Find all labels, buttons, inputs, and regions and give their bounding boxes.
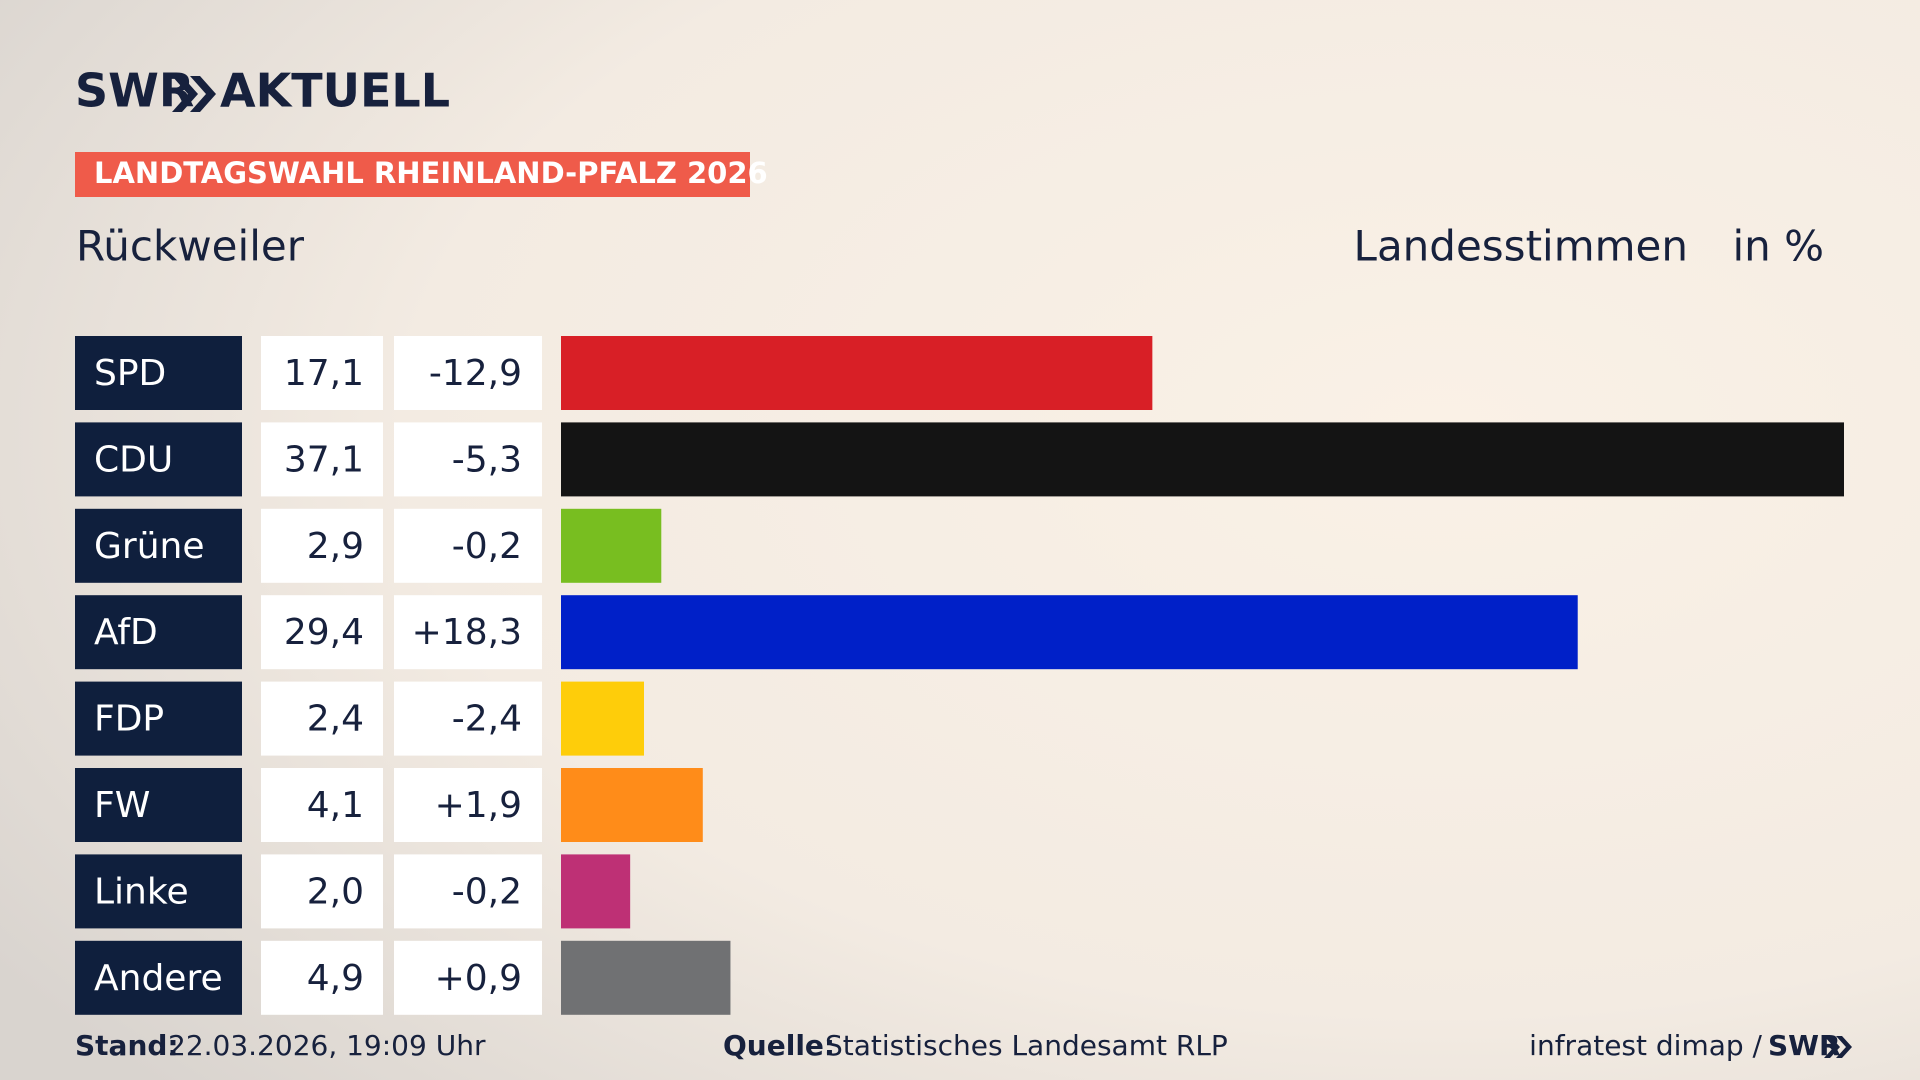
title-banner [75, 152, 750, 197]
party-label: SPD [94, 353, 166, 394]
bar [561, 336, 1153, 410]
change-box [394, 508, 542, 583]
change-label: -0,2 [452, 526, 522, 567]
value-label: 29,4 [284, 612, 364, 653]
change-box [394, 336, 542, 410]
change-label: +18,3 [412, 612, 522, 653]
party-box [75, 768, 242, 842]
party-label: Linke [94, 871, 189, 912]
change-box [394, 681, 542, 756]
change-box [394, 768, 542, 842]
bar [561, 508, 662, 583]
unit: in % [1732, 222, 1824, 271]
change-box [394, 422, 542, 497]
change-box [394, 854, 542, 929]
value-box [261, 595, 383, 670]
brand-chevrons [172, 76, 216, 112]
change-label: +1,9 [435, 785, 522, 826]
bar [561, 854, 631, 929]
measure: Landesstimmen [1354, 222, 1688, 271]
footer-chevrons [1824, 1036, 1852, 1058]
value-box [261, 768, 383, 842]
change-label: -5,3 [452, 439, 522, 480]
value-box [261, 854, 383, 929]
source: Statistisches Landesamt RLP [825, 1029, 1228, 1062]
party-label: FW [94, 785, 150, 826]
party-box [75, 854, 242, 929]
party-label: Andere [94, 958, 223, 999]
value-label: 17,1 [284, 353, 364, 394]
source-label: Quelle: [723, 1029, 835, 1062]
value-box [261, 508, 383, 583]
party-box [75, 422, 242, 497]
party-box [75, 940, 242, 1015]
party-box [75, 336, 242, 410]
chart-title: LANDTAGSWAHL RHEINLAND-PFALZ 2026 [94, 156, 768, 190]
value-box [261, 422, 383, 497]
stand: 22.03.2026, 19:09 Uhr [168, 1029, 486, 1062]
bar [561, 595, 1578, 670]
party-box [75, 508, 242, 583]
change-label: +0,9 [435, 958, 522, 999]
party-label: FDP [94, 699, 164, 740]
institute: infratest dimap / [1529, 1029, 1762, 1062]
subtitle: Rückweiler [76, 222, 305, 271]
value-label: 4,9 [307, 958, 364, 999]
value-label: 2,4 [307, 699, 364, 740]
change-box [394, 595, 542, 670]
change-label: -12,9 [429, 353, 522, 394]
brand: SWR [75, 64, 194, 118]
party-box [75, 595, 242, 670]
change-box [394, 940, 542, 1015]
bar [561, 768, 703, 842]
bar [561, 940, 731, 1015]
party-label: Grüne [94, 526, 204, 567]
party-label: CDU [94, 439, 173, 480]
change-label: -2,4 [452, 699, 522, 740]
value-label: 2,9 [307, 526, 364, 567]
value-box [261, 940, 383, 1015]
value-label: 2,0 [307, 871, 364, 912]
bar [561, 681, 644, 756]
brand-section: AKTUELL [220, 64, 450, 118]
party-box [75, 681, 242, 756]
party-label: AfD [94, 612, 158, 653]
value-label: 37,1 [284, 439, 364, 480]
value-box [261, 336, 383, 410]
change-label: -0,2 [452, 871, 522, 912]
stand-label: Stand: [75, 1029, 179, 1062]
value-box [261, 681, 383, 756]
value-label: 4,1 [307, 785, 364, 826]
bar [561, 422, 1844, 497]
